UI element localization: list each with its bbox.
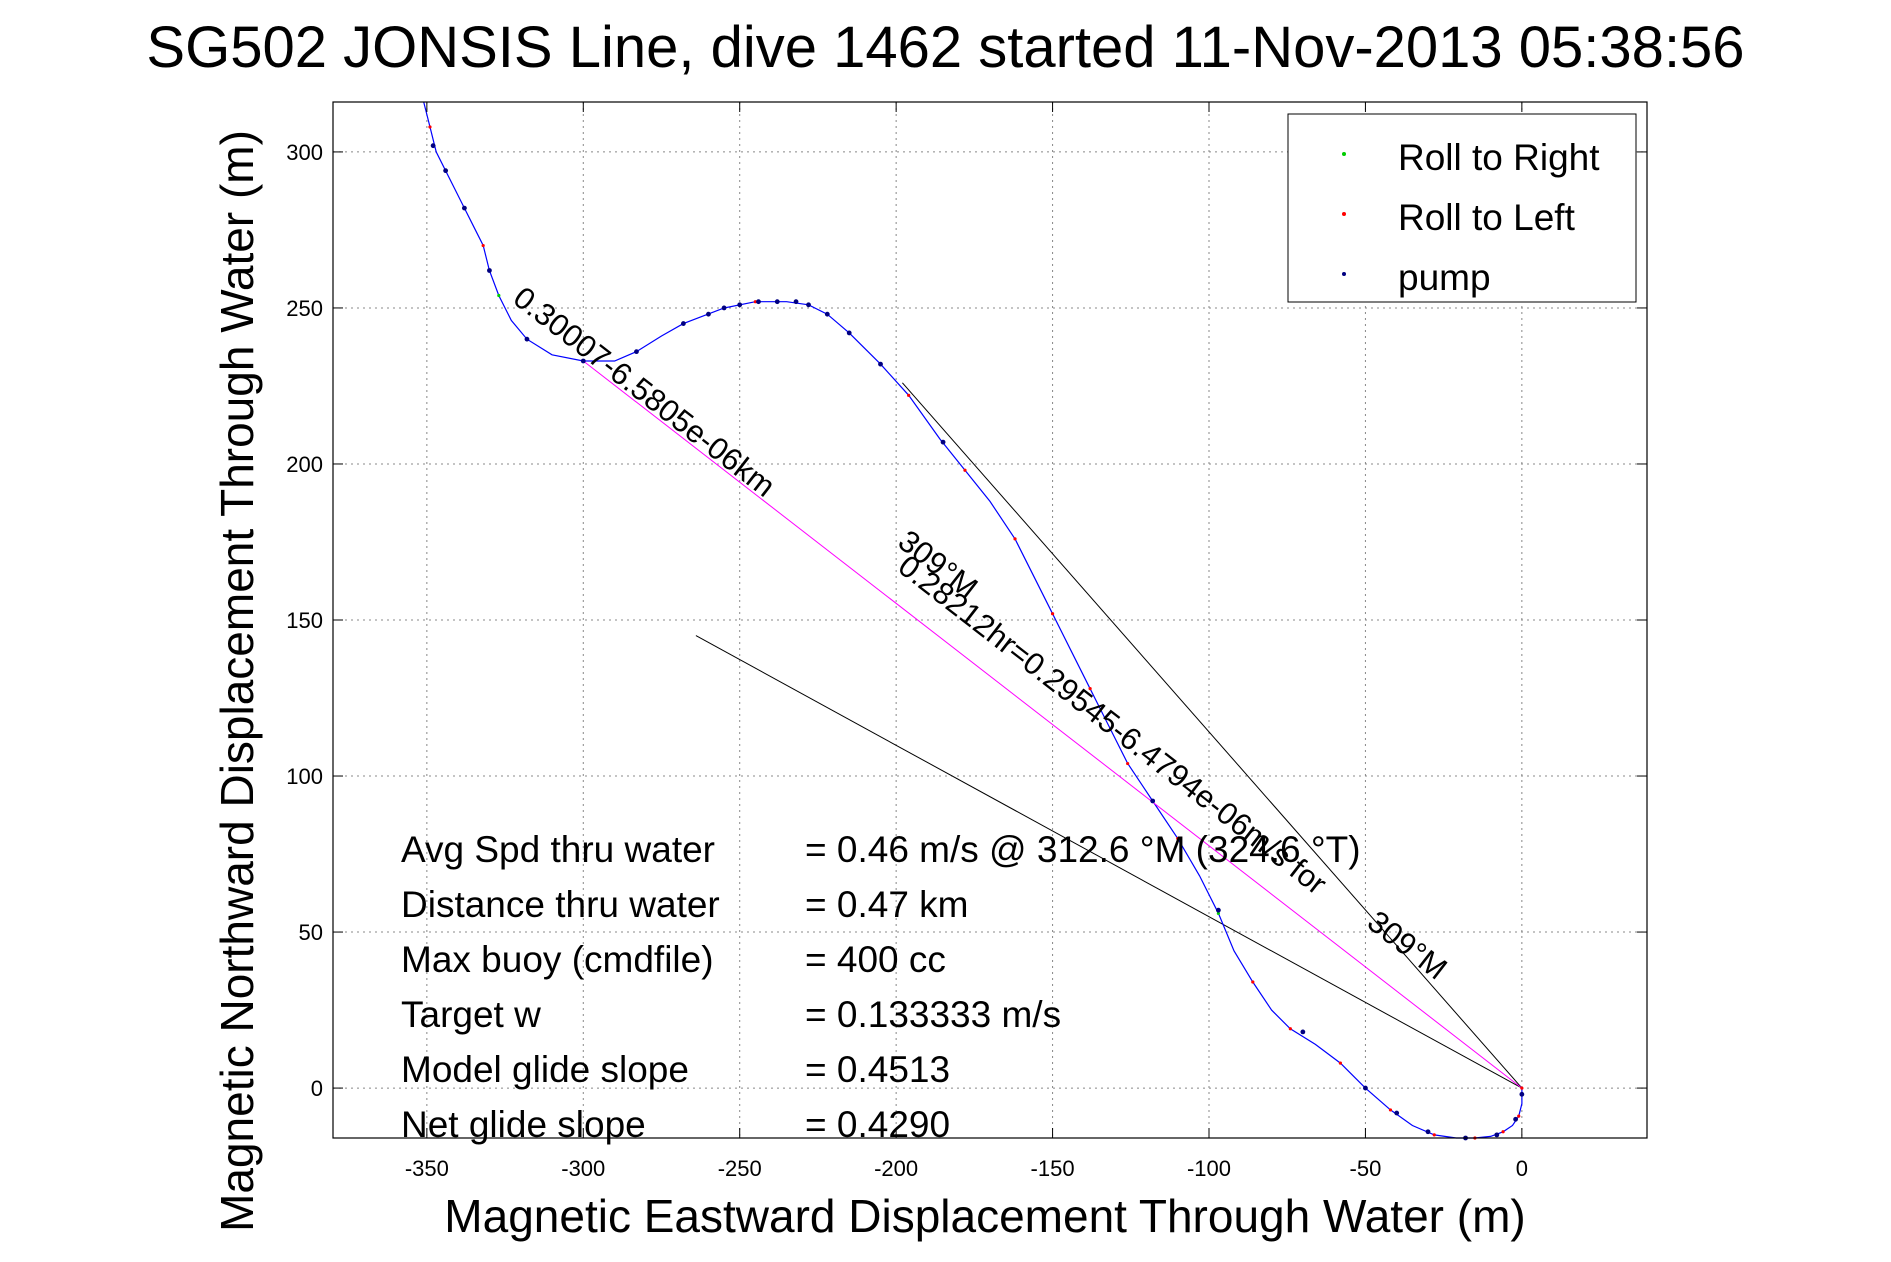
stat-value: = 0.4290 (805, 1104, 951, 1145)
pump-marker (846, 330, 852, 336)
x-tick-label: -350 (405, 1156, 449, 1181)
pump-marker (1394, 1110, 1400, 1116)
bound-line (902, 382, 1523, 1089)
pump-marker (793, 299, 799, 305)
pump-marker (756, 299, 761, 305)
pump-marker (806, 302, 811, 308)
stat-label: Target w (401, 994, 541, 1035)
stat-value: = 0.4513 (805, 1049, 951, 1090)
roll-marker (1501, 1130, 1505, 1134)
legend: Roll to Right Roll to Left pump (1287, 113, 1637, 303)
pump-marker (706, 311, 711, 317)
roll-marker (1251, 980, 1255, 984)
pump-marker (524, 336, 530, 342)
stat-value: = 0.133333 m/s (805, 994, 1062, 1035)
x-tick-label: -200 (874, 1156, 918, 1181)
pump-marker (737, 302, 743, 308)
roll-marker (428, 125, 432, 129)
chart-title: SG502 JONSIS Line, dive 1462 started 11-… (146, 15, 1745, 80)
x-tick-label: -50 (1350, 1156, 1382, 1181)
pump-marker (634, 349, 639, 355)
roll-marker (1520, 1086, 1524, 1090)
pump-marker (721, 305, 727, 311)
pump-marker (940, 439, 946, 445)
bound-lines (695, 382, 1523, 1089)
roll-marker (1126, 761, 1130, 766)
y-tick-label: 200 (286, 452, 323, 477)
x-tick-label: -250 (718, 1156, 762, 1181)
pump-marker (824, 311, 830, 317)
x-tick-label: -150 (1031, 1156, 1075, 1181)
legend-box (1287, 113, 1637, 303)
annotation-text: 0.30007-6.5805e-06km (507, 280, 782, 504)
pump-marker (462, 205, 467, 211)
pump-marker (774, 299, 780, 305)
roll-marker (481, 243, 485, 248)
grid (333, 102, 1647, 1138)
roll-marker (1288, 1027, 1292, 1031)
pump-marker (1363, 1085, 1368, 1091)
pump-marker (430, 143, 436, 149)
pump-marker (1300, 1029, 1306, 1035)
pump-marker (1494, 1132, 1500, 1138)
net-displacement-line (582, 360, 1523, 1089)
y-tick-label: 0 (311, 1076, 323, 1101)
tick-labels: -350 -300 -250 -200 -150 -100 -50 0 0 50 100 150 200… (286, 102, 1647, 1181)
roll-marker (1050, 612, 1055, 616)
pump-marker (1150, 798, 1156, 804)
y-axis-label: Magnetic Northward Displacement Through … (211, 130, 263, 1232)
roll-marker (497, 293, 501, 298)
roll-marker (907, 393, 911, 397)
marker-series (428, 125, 1525, 1141)
legend-marker (1342, 152, 1346, 156)
pump-marker (1425, 1129, 1431, 1135)
track-series (423, 101, 1523, 1139)
y-tick-label: 150 (286, 608, 323, 633)
pump-marker (878, 361, 883, 367)
roll-marker (1088, 687, 1092, 691)
stat-label: Net glide slope (401, 1104, 646, 1145)
stat-value: = 400 cc (805, 939, 946, 980)
stat-label: Max buoy (cmdfile) (401, 939, 714, 980)
legend-label: Roll to Left (1398, 197, 1576, 238)
annotations: 0.30007-6.5805e-06km309°M0.28212hr=0.295… (507, 280, 1454, 987)
legend-label: Roll to Right (1398, 137, 1600, 178)
x-tick-label: -300 (561, 1156, 605, 1181)
pump-marker (1513, 1116, 1518, 1122)
roll-marker (1013, 537, 1017, 541)
stat-label: Distance thru water (401, 884, 720, 925)
legend-label: pump (1398, 257, 1491, 298)
y-tick-label: 100 (286, 764, 323, 789)
roll-marker (1176, 836, 1180, 841)
roll-marker (1338, 1061, 1342, 1065)
x-axis-label: Magnetic Eastward Displacement Through W… (444, 1190, 1525, 1242)
roll-marker (753, 300, 757, 304)
x-tick-label: -100 (1187, 1156, 1231, 1181)
pump-marker (681, 321, 686, 326)
pump-marker (487, 268, 492, 273)
track-line (423, 101, 1523, 1139)
stat-value: = 0.47 km (805, 884, 969, 925)
pump-marker (1215, 907, 1221, 913)
legend-marker (1342, 272, 1346, 276)
pump-marker (443, 168, 449, 174)
roll-marker (1216, 911, 1220, 915)
y-tick-label: 250 (286, 296, 323, 321)
pump-marker (1519, 1091, 1525, 1097)
x-tick-label: 0 (1516, 1156, 1528, 1181)
pump-marker (580, 358, 586, 364)
bound-line (695, 635, 1523, 1089)
roll-marker (963, 468, 967, 472)
y-tick-label: 300 (286, 140, 323, 165)
stat-label: Avg Spd thru water (401, 829, 715, 870)
y-tick-label: 50 (299, 920, 323, 945)
roll-marker (1517, 1114, 1521, 1118)
stat-label: Model glide slope (401, 1049, 689, 1090)
roll-marker (1388, 1108, 1393, 1112)
stat-value: = 0.46 m/s @ 312.6 °M (324.6 °T) (805, 829, 1361, 870)
legend-marker (1342, 212, 1346, 216)
roll-marker (1432, 1133, 1436, 1137)
